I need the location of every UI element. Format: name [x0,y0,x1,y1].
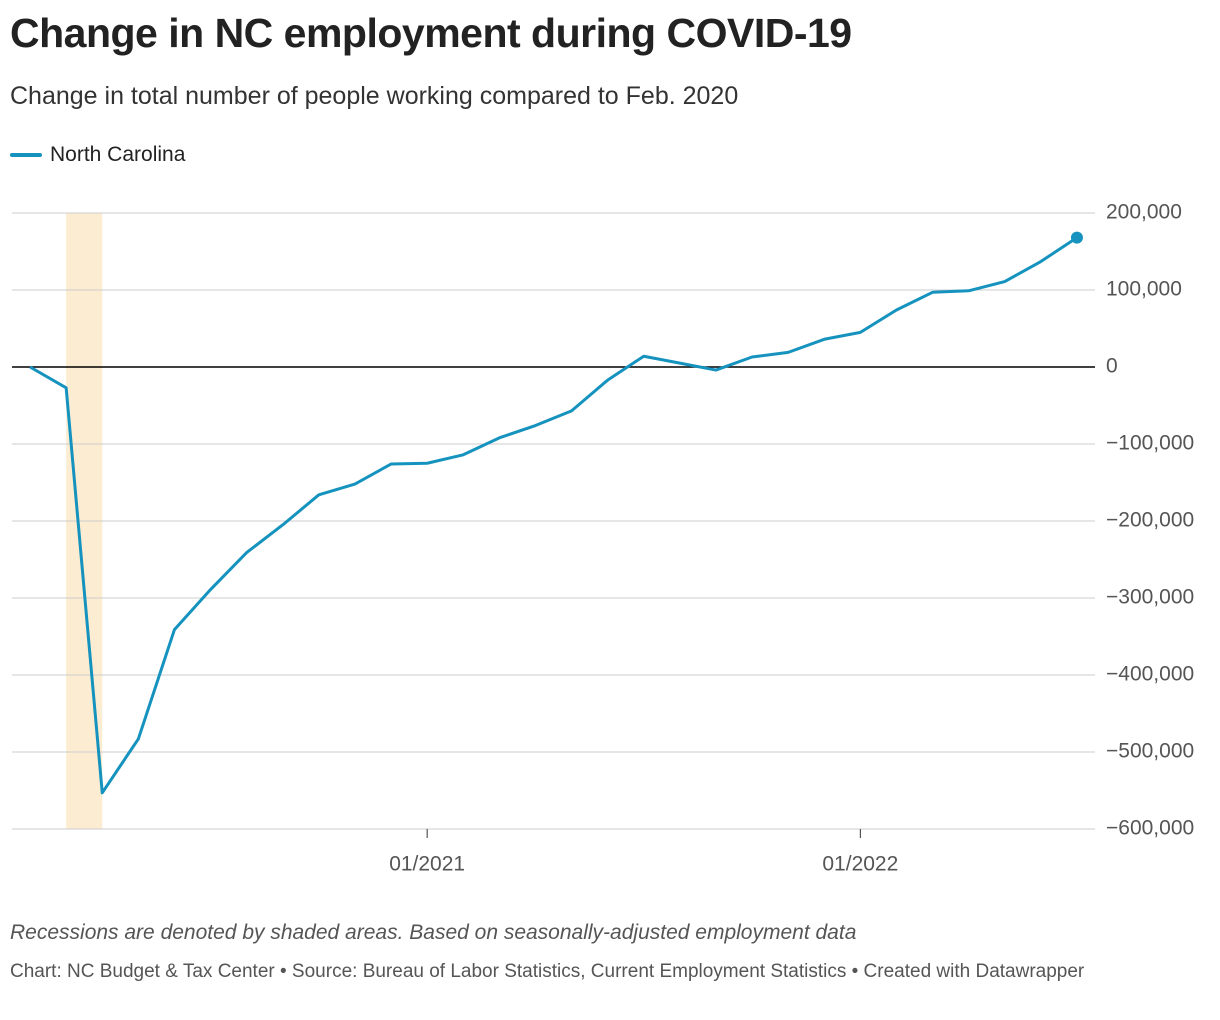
chart-note: Recessions are denoted by shaded areas. … [10,921,857,944]
y-tick-label: −100,000 [1106,432,1194,455]
end-point [1070,231,1083,244]
y-tick-label: −600,000 [1106,817,1194,840]
y-tick-label: −500,000 [1106,740,1194,763]
chart-subtitle: Change in total number of people working… [10,82,739,110]
legend: North Carolina [10,143,185,167]
y-tick-label: −300,000 [1106,586,1194,609]
series-line [29,236,1078,795]
x-tick-label: 01/2021 [389,853,465,876]
legend-label: North Carolina [50,143,186,166]
y-tick-label: −400,000 [1106,663,1194,686]
y-tick-label: −200,000 [1106,509,1194,532]
chart-title: Change in NC employment during COVID-19 [10,10,852,56]
x-tick-label: 01/2022 [822,853,898,876]
y-tick-label: 200,000 [1106,201,1182,224]
chart-source: Chart: NC Budget & Tax Center • Source: … [10,961,1085,982]
y-tick-label: 0 [1106,355,1118,378]
y-tick-label: 100,000 [1106,278,1182,301]
legend-swatch [10,153,42,157]
